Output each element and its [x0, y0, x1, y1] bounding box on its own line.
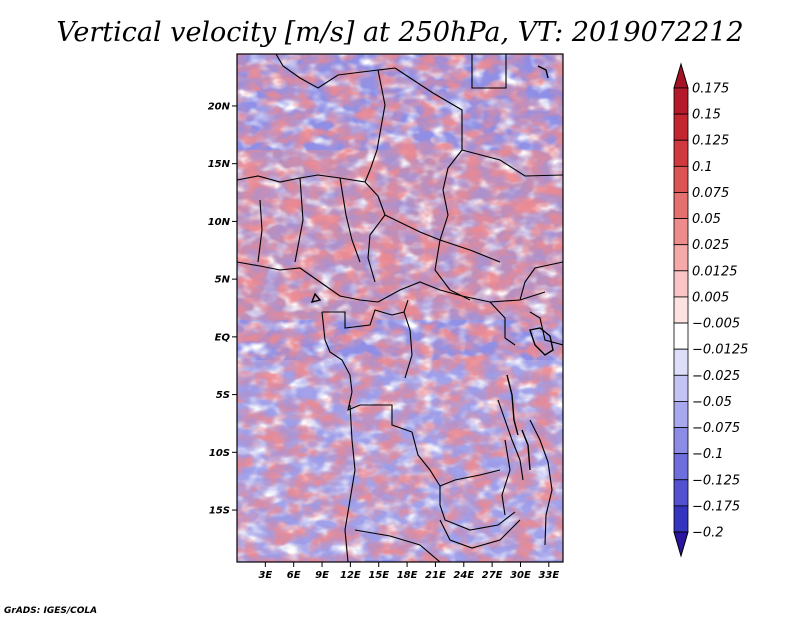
lat-tick-label: 10S: [209, 448, 230, 459]
lon-tick-label: 30E: [510, 570, 531, 581]
lat-tick-label: 20N: [208, 101, 231, 112]
lon-tick-label: 3E: [258, 570, 272, 581]
colorbar-segment: [673, 427, 689, 455]
lon-tick-label: 12E: [340, 570, 361, 581]
colorbar-bottom-arrow: [673, 531, 689, 558]
colorbar-label: 0.0125: [692, 264, 738, 279]
colorbar-label: −0.1: [692, 447, 724, 462]
colorbar-label: 0.075: [692, 186, 729, 201]
colorbar-label: −0.05: [692, 395, 732, 410]
colorbar-segment: [673, 453, 689, 481]
colorbar-label: 0.15: [692, 108, 721, 123]
lakes: [310, 65, 554, 471]
lat-tick-label: 15S: [209, 506, 230, 517]
colorbar-label: −0.005: [692, 317, 740, 332]
colorbar-label: 0.005: [692, 290, 729, 305]
colorbar-label: −0.025: [692, 369, 740, 384]
colorbar-label: −0.0125: [692, 343, 748, 358]
colorbar-top-arrow: [673, 62, 689, 89]
colorbar-label: −0.175: [692, 499, 740, 514]
lon-tick-label: 15E: [368, 570, 389, 581]
lon-tick-label: 27E: [482, 570, 503, 581]
colorbar-segment: [673, 505, 689, 533]
colorbar-label: −0.2: [692, 526, 724, 541]
lat-tick-label: 5N: [215, 275, 231, 286]
colorbar-label: 0.05: [692, 212, 721, 227]
lat-tick-label: 5S: [216, 390, 230, 401]
lon-tick-label: 6E: [287, 570, 301, 581]
colorbar-segment: [673, 348, 689, 376]
lon-tick-label: 9E: [315, 570, 329, 581]
lat-tick-label: 15N: [208, 159, 231, 170]
colorbar-segment: [673, 192, 689, 219]
lon-tick-label: 33E: [538, 570, 559, 581]
lon-tick-label: 21E: [425, 570, 446, 581]
colorbar-segment: [673, 479, 689, 507]
colorbar-segment: [673, 374, 689, 402]
colorbar-label: −0.075: [692, 421, 740, 436]
colorbar-segment: [673, 244, 689, 272]
colorbar: 0.175 0.15 0.125 0.1 0.075 0.05 0.025 0.0125 0.0…: [673, 62, 748, 558]
latitude-axis: 20N 15N 10N 5N EQ 5S 10S 15S: [208, 101, 237, 517]
colorbar-segment: [673, 401, 689, 428]
colorbar-segment: [673, 270, 689, 298]
colorbar-segment: [673, 322, 689, 350]
colorbar-label: 0.175: [692, 82, 729, 97]
colorbar-segment: [673, 296, 689, 324]
longitude-axis: 3E 6E 9E 12E 15E 18E 21E 24E 27E 30E 33E: [258, 562, 559, 581]
colorbar-label: 0.1: [692, 160, 713, 175]
colorbar-segment: [673, 113, 689, 141]
lon-tick-label: 24E: [453, 570, 474, 581]
colorbar-label: 0.025: [692, 238, 729, 253]
political-borders: [237, 54, 563, 562]
lat-tick-label: 10N: [208, 217, 231, 228]
grads-credit: GrADS: IGES/COLA: [4, 606, 97, 616]
colorbar-segment: [673, 218, 689, 246]
lon-tick-label: 18E: [397, 570, 418, 581]
vertical-velocity-field: [237, 54, 563, 562]
map-title: Vertical velocity [m/s] at 250hPa, VT: 2…: [56, 17, 743, 48]
map-frame: [236, 53, 564, 563]
colorbar-segment: [673, 87, 689, 115]
colorbar-segment: [673, 165, 689, 193]
colorbar-label: −0.125: [692, 473, 740, 488]
colorbar-label: 0.125: [692, 134, 729, 149]
colorbar-segment: [673, 139, 689, 167]
lat-tick-label: EQ: [215, 332, 231, 343]
